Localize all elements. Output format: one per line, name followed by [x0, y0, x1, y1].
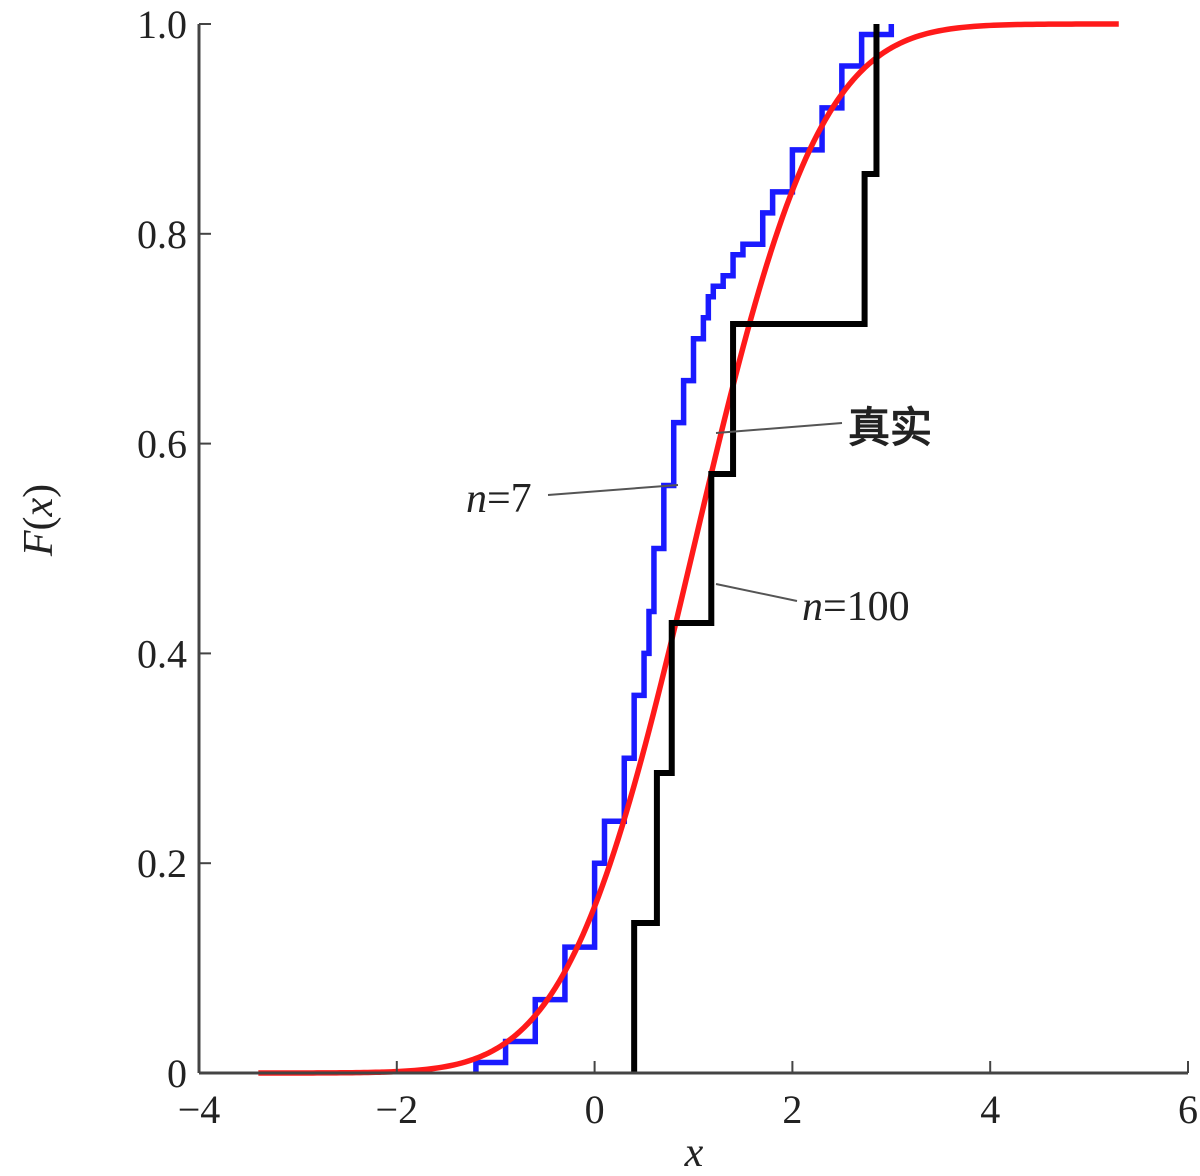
y-tick-label: 0.2 — [137, 841, 187, 886]
x-axis-title: x — [684, 1130, 704, 1176]
annotations: 真实 n=7 n=100 — [466, 403, 932, 630]
x-tick-label: 0 — [585, 1087, 605, 1132]
axes — [197, 24, 1188, 1075]
annotation-leader-n7 — [547, 484, 679, 496]
annotation-label-true: 真实 — [848, 403, 932, 452]
y-tick-label: 0 — [167, 1051, 187, 1096]
y-axis-title-arg: x — [16, 498, 62, 518]
series-layer — [258, 21, 1119, 1076]
y-tick-label: 1.0 — [137, 2, 187, 47]
x-tick-label: 4 — [980, 1087, 1000, 1132]
ticks: −4 −2 0 2 4 6 0 0.2 0.4 0.6 0.8 1.0 — [137, 2, 1198, 1132]
series-line-true — [258, 21, 1119, 1076]
annotation-label-n7: n=7 — [466, 476, 532, 522]
x-tick-label: 6 — [1178, 1087, 1198, 1132]
y-axis-title-name: F — [16, 530, 62, 557]
x-tick-label: −4 — [178, 1087, 221, 1132]
annotation-leader-true — [715, 422, 843, 434]
y-tick-label: 0.4 — [137, 631, 187, 676]
annotation-label-n100: n=100 — [802, 584, 910, 630]
y-tick-label: 0.6 — [137, 422, 187, 467]
series-line-n100 — [473, 24, 895, 1073]
y-axis-title: F(x) — [16, 484, 62, 557]
x-tick-label: −2 — [376, 1087, 419, 1132]
annotation-leader-n100 — [715, 583, 798, 602]
series-line-n7 — [631, 24, 880, 1073]
y-tick-label: 0.8 — [137, 212, 187, 257]
y-axis-title-group: F(x) — [16, 484, 62, 557]
x-tick-label: 2 — [782, 1087, 802, 1132]
